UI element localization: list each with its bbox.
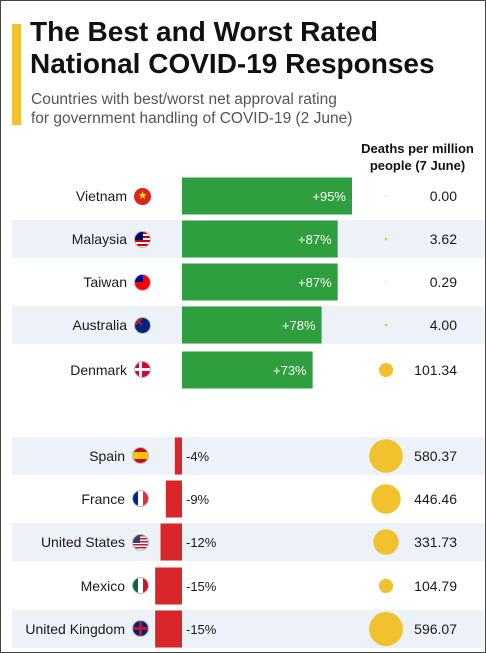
bar-label-france: -9% [186,492,210,507]
deaths-bubble-taiwan [385,281,387,283]
deaths-header-line-1: Deaths per million [361,141,474,156]
bar-label-united-states: -12% [186,535,217,550]
accent-bar [12,24,21,125]
category-label-australia: Australia [73,317,128,333]
chart-subtitle: Countries with best/worst net approval r… [31,90,471,128]
deaths-value-taiwan: 0.29 [430,274,457,290]
category-label-united-states: United States [41,534,125,550]
bar-label-taiwan: +87% [298,275,332,290]
bar-label-australia: +78% [282,318,316,333]
category-label-malaysia: Malaysia [72,231,127,247]
deaths-value-united-states: 331.73 [414,534,457,550]
deaths-value-mexico: 104.79 [414,578,457,594]
flag-denmark-icon [134,361,151,378]
deaths-bubble-australia [384,323,388,327]
row-stripe-united-kingdom [12,610,484,648]
bar-malaysia [182,220,338,258]
deaths-bubble-vietnam [385,195,387,197]
category-label-taiwan: Taiwan [83,274,127,290]
bar-vietnam [182,177,352,215]
deaths-value-malaysia: 3.62 [430,231,457,247]
bar-label-united-kingdom: -15% [186,622,217,637]
category-label-spain: Spain [89,448,125,464]
deaths-value-australia: 4.00 [430,317,457,333]
category-label-france: France [81,491,125,507]
deaths-bubble-mexico [378,578,394,594]
deaths-bubble-united-kingdom [369,612,403,646]
bar-spain [174,437,182,475]
deaths-value-vietnam: 0.00 [430,188,457,204]
category-label-mexico: Mexico [81,578,126,594]
deaths-bubble-united-states [373,529,399,555]
category-label-denmark: Denmark [70,362,128,378]
chart-subtitle-line-1: Countries with best/worst net approval r… [31,91,337,108]
flag-australia-icon [134,317,151,334]
category-label-united-kingdom: United Kingdom [25,621,125,637]
chart-title: The Best and Worst Rated National COVID-… [30,16,480,80]
deaths-column-header: Deaths per million people (7 June) [350,140,485,174]
row-stripe-spain [12,437,484,475]
row-stripe-united-states [12,523,484,561]
bar-label-vietnam: +95% [312,189,346,204]
flag-united-kingdom-icon [132,620,149,637]
chart-subtitle-line-2: for government handling of COVID-19 (2 J… [31,110,353,127]
bar-united-kingdom [155,610,182,648]
deaths-header-line-2: people (7 June) [369,158,466,173]
bar-label-spain: -4% [186,449,210,464]
deaths-bubble-denmark [378,362,394,378]
flag-mexico-icon [132,577,149,594]
bar-taiwan [182,263,338,301]
category-label-vietnam: Vietnam [76,188,127,204]
bar-denmark [182,351,313,389]
bar-united-states [160,523,182,561]
chart-title-line-1: The Best and Worst Rated [30,16,378,47]
deaths-value-denmark: 101.34 [414,362,457,378]
flag-united-states-icon [132,534,149,551]
bar-france [165,480,182,518]
deaths-value-spain: 580.37 [414,448,457,464]
chart-title-line-2: National COVID-19 Responses [30,48,435,79]
flag-france-icon [132,490,149,507]
flag-spain-icon [132,447,149,464]
flag-taiwan-icon [134,274,151,291]
bar-label-denmark: +73% [273,363,307,378]
bar-label-mexico: -15% [186,579,217,594]
deaths-bubble-spain [369,439,403,473]
flag-vietnam-icon: ★ [134,188,151,205]
bar-mexico [155,567,182,605]
deaths-bubble-malaysia [384,237,388,241]
bar-label-malaysia: +87% [298,232,332,247]
deaths-value-united-kingdom: 596.07 [414,621,457,637]
flag-malaysia-icon [134,231,151,248]
deaths-bubble-france [371,484,401,514]
deaths-value-france: 446.46 [414,491,457,507]
bar-australia [182,306,322,344]
